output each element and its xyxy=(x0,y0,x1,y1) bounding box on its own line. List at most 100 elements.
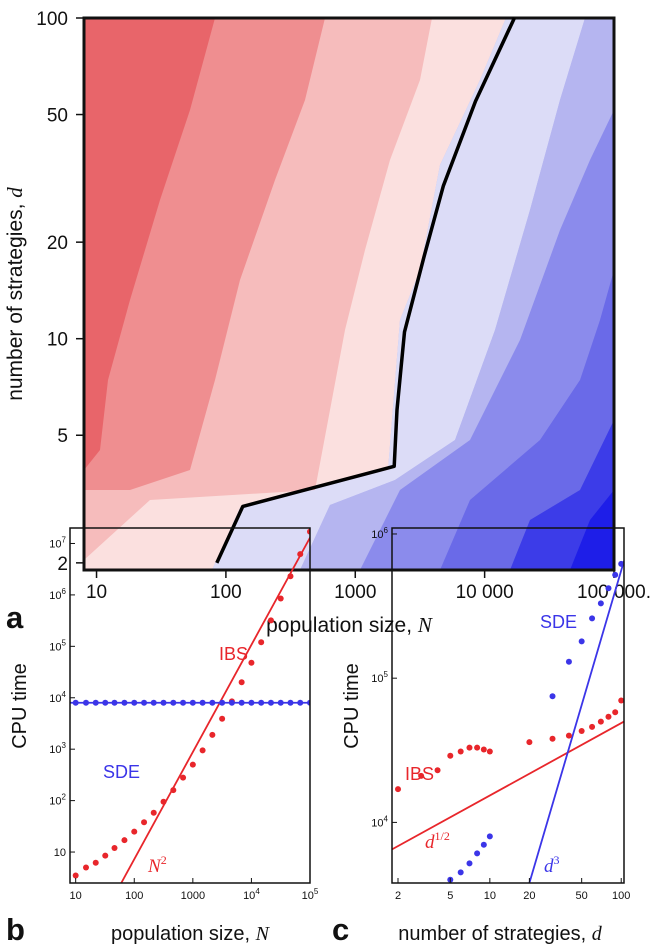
panel-a-y-ticks: 2 5 10 20 50 100 xyxy=(36,9,84,575)
data-point-sde xyxy=(486,833,493,840)
x-tick-label: 105 xyxy=(302,887,319,902)
fit-line xyxy=(120,537,310,883)
x-tick-label: 20 xyxy=(523,890,535,902)
data-point-ibs xyxy=(597,718,604,725)
y-tick-label: 106 xyxy=(49,587,66,602)
panel-c-ibs-label: IBS xyxy=(405,764,434,784)
data-point-ibs xyxy=(297,551,304,558)
x-tick-label: 100 xyxy=(612,890,630,902)
data-point-sde xyxy=(565,658,572,665)
data-point-ibs xyxy=(486,748,493,755)
panel-b-label: b xyxy=(6,912,25,946)
panel-c-points xyxy=(395,560,624,883)
data-point-sde xyxy=(258,699,265,706)
y-tick-label: 20 xyxy=(47,233,68,254)
y-tick-label: 106 xyxy=(371,526,388,541)
data-point-ibs xyxy=(111,844,118,851)
region-blue-dark xyxy=(440,270,614,570)
data-point-sde xyxy=(549,693,556,700)
data-point-sde xyxy=(102,699,109,706)
panel-b-y-ticks: 10 102 103 104 105 106 107 xyxy=(49,535,75,859)
y-tick-label: 100 xyxy=(36,9,68,30)
panel-b-ibs-label: IBS xyxy=(219,644,248,664)
y-tick-label: 107 xyxy=(49,535,66,550)
y-tick-label: 50 xyxy=(47,106,68,127)
data-point-ibs xyxy=(418,772,425,779)
x-tick-label: 100 xyxy=(210,582,242,603)
data-point-sde xyxy=(131,699,138,706)
data-point-ibs xyxy=(549,735,556,742)
data-point-sde xyxy=(180,699,187,706)
data-point-sde xyxy=(589,615,596,622)
region-blue-faint-2 xyxy=(212,18,585,570)
data-point-sde xyxy=(111,699,118,706)
x-tick-label: 50 xyxy=(576,890,588,902)
panel-c-ylabel: CPU time xyxy=(341,663,363,749)
boundary-line xyxy=(215,17,516,564)
panel-c-sde-label: SDE xyxy=(540,612,577,632)
region-red-dark xyxy=(84,18,215,470)
x-tick-label: 10 xyxy=(70,890,82,902)
data-point-sde xyxy=(199,699,206,706)
data-point-ibs xyxy=(466,744,473,751)
data-point-ibs xyxy=(180,774,187,781)
panel-b-points xyxy=(72,528,310,879)
x-tick-label: 10 xyxy=(86,582,107,603)
y-tick-label: 105 xyxy=(49,638,66,653)
data-point-ibs xyxy=(474,744,481,751)
data-point-sde xyxy=(248,699,255,706)
region-blue-deepest xyxy=(570,490,614,570)
data-point-ibs xyxy=(618,697,624,704)
y-tick-label: 2 xyxy=(57,554,68,575)
panel-a-frame xyxy=(82,16,616,572)
y-tick-label: 104 xyxy=(371,814,388,829)
x-tick-label: 1000 xyxy=(334,582,376,603)
data-point-sde xyxy=(277,699,284,706)
data-point-ibs xyxy=(141,819,148,826)
data-point-sde xyxy=(480,841,487,848)
data-point-sde xyxy=(238,699,245,706)
data-point-ibs xyxy=(238,679,245,686)
data-point-ibs xyxy=(287,573,294,580)
y-tick-label: 105 xyxy=(371,670,388,685)
y-tick-label: 10 xyxy=(47,330,68,351)
data-point-ibs xyxy=(480,746,487,753)
x-tick-label: 2 xyxy=(395,890,401,902)
data-point-sde xyxy=(219,699,226,706)
y-tick-label: 102 xyxy=(49,793,66,808)
data-point-ibs xyxy=(121,837,128,844)
x-tick-label: 10 xyxy=(484,890,496,902)
data-point-sde xyxy=(297,699,304,706)
data-point-ibs xyxy=(589,723,596,730)
panel-c-x-ticks: 2 5 10 20 50 100 xyxy=(395,878,630,902)
data-point-sde xyxy=(160,699,167,706)
panel-b-sde-label: SDE xyxy=(103,762,140,782)
data-point-sde xyxy=(121,699,128,706)
data-point-ibs xyxy=(277,595,284,602)
x-tick-label: 10 000 xyxy=(456,582,514,603)
data-point-ibs xyxy=(605,713,612,720)
panel-c-fit-label-ibs: d1/2 xyxy=(425,829,450,853)
panel-b-x-ticks: 10 100 1000 104 105 xyxy=(70,878,319,902)
data-point-ibs xyxy=(82,864,89,871)
panel-c-label: c xyxy=(332,912,349,946)
data-point-ibs xyxy=(150,809,157,816)
data-point-ibs xyxy=(131,828,138,835)
data-point-sde xyxy=(605,585,612,592)
data-point-ibs xyxy=(578,728,585,735)
x-tick-label: 1000 xyxy=(181,890,205,902)
data-point-ibs xyxy=(199,747,206,754)
data-point-sde xyxy=(72,699,79,706)
data-point-sde xyxy=(170,699,177,706)
x-tick-label: 104 xyxy=(243,887,260,902)
x-tick-label: 100 xyxy=(125,890,143,902)
data-point-ibs xyxy=(102,852,109,859)
panel-c-frame xyxy=(391,527,625,884)
data-point-sde xyxy=(597,600,604,607)
data-point-ibs xyxy=(565,732,572,739)
panel-a-label: a xyxy=(6,600,24,635)
